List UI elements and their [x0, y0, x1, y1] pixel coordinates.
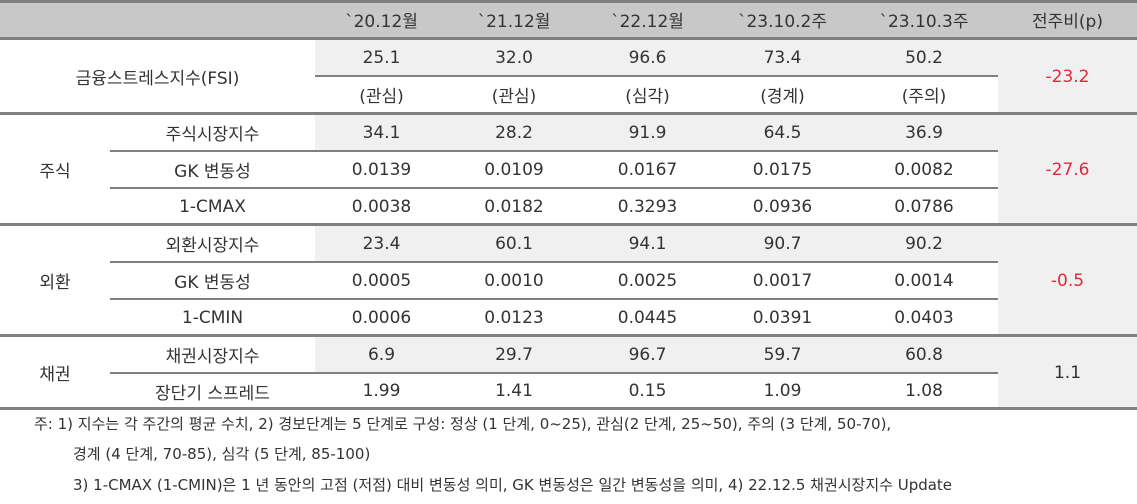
stock-group-label: 주식 — [39, 162, 71, 182]
header-rule — [0, 37, 1137, 40]
stock-row-label: 1-CMAX — [179, 196, 246, 217]
fsi-level: (심각) — [625, 87, 670, 107]
bond-value: 96.7 — [628, 344, 667, 365]
fx-value: 0.0403 — [894, 307, 954, 328]
note-line-3: 3) 1-CMAX (1-CMIN)은 1 년 동안의 고점 (저점) 대비 변… — [73, 476, 953, 494]
col-header-change: 전주비(p) — [1032, 11, 1103, 32]
stock-value: 0.0082 — [894, 159, 954, 180]
fsi-level: (관심) — [491, 87, 537, 107]
stock-value: 0.0167 — [617, 159, 678, 180]
col-header-231002: `23.10.2주 — [737, 11, 828, 32]
stock-value: 0.0786 — [894, 196, 954, 217]
section-rule — [0, 334, 1137, 337]
top-rule — [0, 0, 1137, 3]
fx-row-label: 외환시장지수 — [165, 236, 260, 256]
row-rule — [110, 298, 998, 300]
stock-value: 64.5 — [763, 122, 802, 143]
fx-value: 0.0391 — [752, 307, 813, 328]
stock-index-bg — [315, 115, 998, 150]
bond-change: 1.1 — [1053, 362, 1082, 383]
bond-value: 60.8 — [905, 344, 943, 365]
bond-row-label: 채권시장지수 — [165, 347, 260, 367]
fx-value: 0.0006 — [351, 307, 412, 328]
stock-value: 91.9 — [628, 122, 667, 143]
fx-value: 0.0025 — [617, 270, 678, 291]
bond-group-label: 채권 — [39, 365, 71, 385]
stock-value: 0.0139 — [351, 159, 412, 180]
row-rule — [110, 372, 998, 374]
stock-value: 0.0936 — [752, 196, 813, 217]
fx-value: 60.1 — [495, 233, 533, 254]
bond-value: 59.7 — [763, 344, 802, 365]
bond-value: 1.41 — [495, 381, 533, 401]
bond-row-label: 장단기 스프레드 — [155, 383, 270, 404]
row-rule — [110, 150, 998, 152]
stock-value: 36.9 — [905, 122, 943, 143]
fx-value: 0.0014 — [894, 270, 954, 291]
fx-value: 0.0010 — [484, 270, 544, 291]
fx-value: 94.1 — [628, 233, 667, 254]
fsi-value: 96.6 — [628, 47, 667, 68]
bond-value: 6.9 — [367, 344, 396, 365]
bottom-rule — [0, 407, 1137, 410]
stock-value: 0.0175 — [752, 159, 813, 180]
fsi-change: -23.2 — [1045, 66, 1090, 87]
stock-value: 34.1 — [362, 122, 401, 143]
fx-value: 23.4 — [362, 233, 401, 254]
fx-change: -0.5 — [1050, 270, 1085, 291]
note-line-1: 주: 1) 지수는 각 주간의 평균 수치, 2) 경보단계는 5 단계로 구성… — [34, 415, 892, 433]
fx-value: 0.0123 — [484, 307, 544, 328]
stock-value: 28.2 — [495, 122, 533, 143]
stock-value: 0.3293 — [617, 196, 678, 217]
fsi-value: 25.1 — [362, 47, 401, 68]
bond-index-bg — [315, 337, 998, 372]
fx-row-label: GK 변동성 — [174, 273, 251, 293]
fx-value: 90.7 — [763, 233, 802, 254]
table-header: `20.12월 `21.12월 `22.12월 `23.10.2주 `23.10… — [0, 0, 1137, 38]
fsi-change-bg — [998, 40, 1137, 113]
fsi-level: (경계) — [760, 87, 805, 107]
section-rule — [0, 223, 1137, 226]
fsi-inner-rule — [315, 75, 998, 77]
fsi-value: 32.0 — [495, 47, 533, 68]
bond-value: 1.09 — [763, 381, 802, 401]
bond-value: 29.7 — [495, 344, 533, 365]
col-header-231003: `23.10.3주 — [879, 11, 969, 32]
bond-value: 1.08 — [905, 381, 943, 401]
fx-index-bg — [315, 226, 998, 261]
col-header-2012: `20.12월 — [345, 11, 418, 32]
col-header-2112: `21.12월 — [477, 11, 551, 32]
row-rule — [110, 187, 998, 189]
fx-value: 90.2 — [905, 233, 943, 254]
fsi-values-bg — [315, 40, 998, 75]
stock-value: 0.0182 — [484, 196, 544, 217]
note-line-2: 경계 (4 단계, 70-85), 심각 (5 단계, 85-100) — [73, 445, 371, 463]
section-rule — [0, 112, 1137, 115]
stock-row-label: 주식시장지수 — [165, 125, 260, 145]
stock-row-label: GK 변동성 — [174, 162, 251, 182]
fsi-value: 73.4 — [763, 47, 802, 68]
col-header-2212: `22.12월 — [611, 11, 684, 32]
stock-value: 0.0109 — [484, 159, 544, 180]
stock-change: -27.6 — [1045, 159, 1090, 180]
fx-value: 0.0005 — [351, 270, 412, 291]
fsi-label: 금융스트레스지수(FSI) — [75, 69, 240, 89]
fsi-level: (관심) — [359, 87, 404, 107]
fsi-value: 50.2 — [905, 47, 943, 68]
bond-change-bg — [998, 337, 1137, 408]
bond-value: 0.15 — [628, 381, 667, 401]
bond-value: 1.99 — [362, 381, 401, 401]
row-rule — [110, 261, 998, 263]
fx-value: 0.0445 — [617, 307, 678, 328]
fx-group-label: 외환 — [39, 273, 71, 293]
fsi-level: (주의) — [901, 87, 947, 107]
stock-value: 0.0038 — [351, 196, 412, 217]
fx-change-bg — [998, 226, 1137, 335]
fx-row-label: 1-CMIN — [181, 307, 244, 328]
stock-change-bg — [998, 115, 1137, 224]
fx-value: 0.0017 — [752, 270, 813, 291]
